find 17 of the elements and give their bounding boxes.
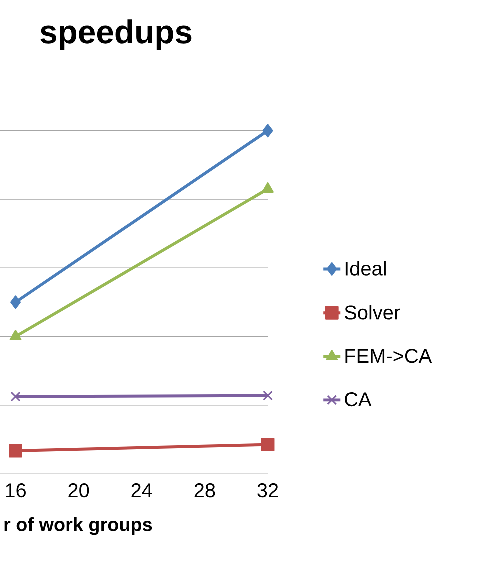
legend-label: CA xyxy=(345,392,372,407)
chart-title: speedups xyxy=(40,20,192,50)
legend-label: FEM->CA xyxy=(346,349,432,364)
point xyxy=(262,124,274,138)
x-tick-label: 20 xyxy=(68,484,90,498)
point xyxy=(10,296,21,310)
x-tick-label: 32 xyxy=(258,484,278,498)
x-axis-title: r of work groups xyxy=(4,518,152,536)
point xyxy=(10,392,21,402)
x-tick-label: 28 xyxy=(194,484,216,498)
x-tick-label: 16 xyxy=(6,484,26,498)
point xyxy=(9,444,22,458)
point xyxy=(261,438,275,452)
x-tick-label: 24 xyxy=(132,484,152,498)
legend-label: Solver xyxy=(345,305,400,320)
legend-label: Ideal xyxy=(346,261,386,276)
point xyxy=(263,390,273,401)
